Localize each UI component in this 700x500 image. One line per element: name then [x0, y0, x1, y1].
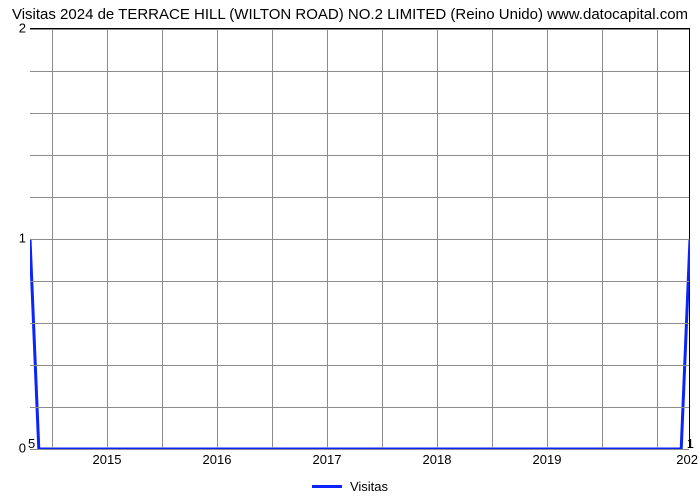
chart-title: Visitas 2024 de TERRACE HILL (WILTON ROA…: [12, 6, 688, 23]
x-tick-label: 2015: [93, 452, 122, 467]
gridline-horizontal: [30, 71, 689, 72]
x-tick-label: 2018: [423, 452, 452, 467]
x-tick-label: 2017: [313, 452, 342, 467]
x-extra-right-top: 1: [687, 436, 694, 451]
gridline-horizontal: [30, 197, 689, 198]
x-tick-label: 2016: [203, 452, 232, 467]
gridline-horizontal: [30, 281, 689, 282]
gridline-horizontal: [30, 113, 689, 114]
x-tick-label: 2019: [533, 452, 562, 467]
gridline-horizontal: [30, 155, 689, 156]
gridline-horizontal: [30, 323, 689, 324]
y-tick-label: 2: [19, 21, 26, 36]
gridline-horizontal: [30, 407, 689, 408]
y-tick-label: 1: [19, 231, 26, 246]
series-line: [30, 239, 690, 449]
legend-swatch: [312, 485, 342, 488]
gridline-horizontal: [30, 449, 689, 450]
x-extra-right-bottom: 202: [676, 452, 698, 467]
gridline-horizontal: [30, 365, 689, 366]
y-tick-label: 0: [19, 441, 26, 456]
plot-area: [30, 28, 690, 448]
gridline-horizontal: [30, 29, 689, 30]
gridline-horizontal: [30, 239, 689, 240]
legend: Visitas: [312, 479, 388, 494]
legend-label: Visitas: [350, 479, 388, 494]
x-extra-left: 5: [28, 436, 35, 451]
